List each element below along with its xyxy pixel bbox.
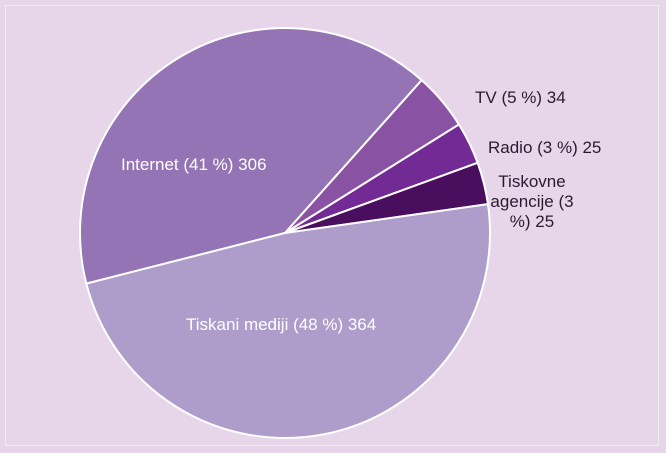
slice-label: Tiskovne agencije (3 %) 25	[490, 172, 574, 231]
slice-label: Radio (3 %) 25	[488, 138, 602, 157]
slice-label: Internet (41 %) 306	[121, 155, 267, 174]
slice-label: Tiskani mediji (48 %) 364	[186, 315, 377, 334]
pie-slice	[85, 203, 491, 439]
frame	[5, 5, 659, 446]
pie-slice	[79, 27, 424, 285]
slice-label: TV (5 %) 34	[475, 88, 566, 107]
